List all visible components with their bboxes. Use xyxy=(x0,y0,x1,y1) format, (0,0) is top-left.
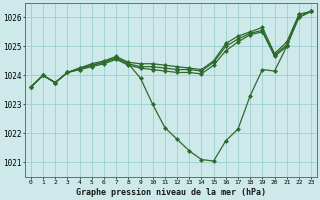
X-axis label: Graphe pression niveau de la mer (hPa): Graphe pression niveau de la mer (hPa) xyxy=(76,188,266,197)
